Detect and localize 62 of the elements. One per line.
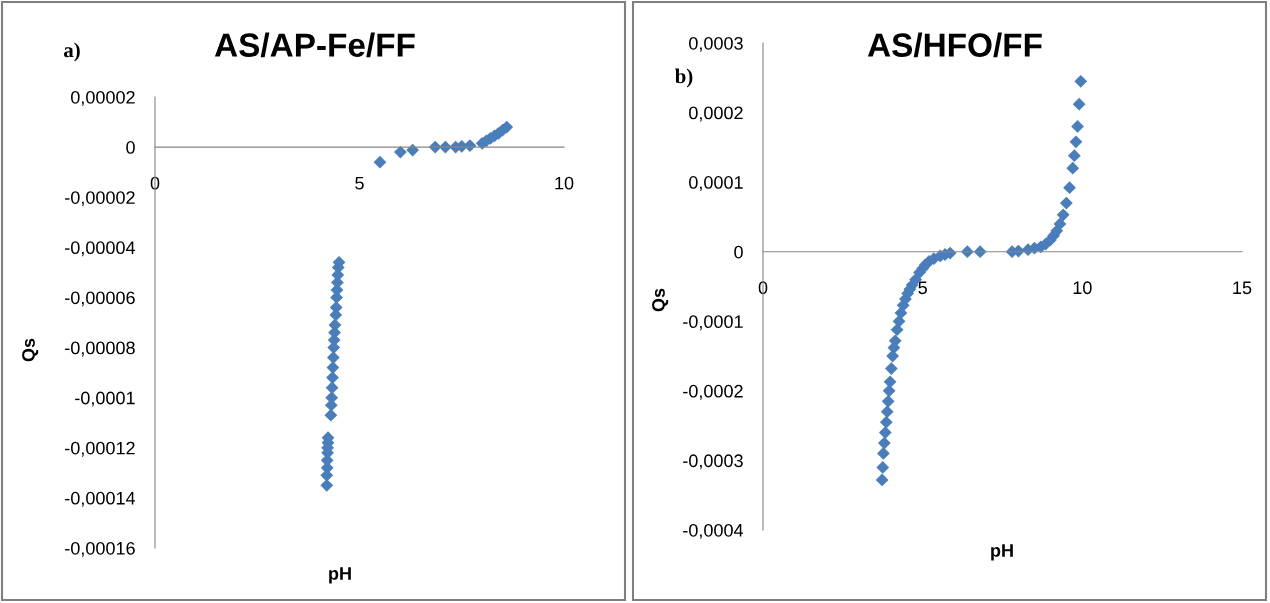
y-tick-label: -0,0004 — [683, 523, 744, 539]
y-tick-label: -0,0003 — [683, 454, 743, 470]
point — [1063, 181, 1076, 195]
point — [875, 473, 889, 487]
y-tick-label: -0,00004 — [65, 241, 136, 257]
y-axis-title: Qs — [22, 338, 39, 362]
point — [1074, 74, 1088, 88]
point — [880, 405, 894, 419]
point — [879, 415, 893, 429]
y-tick-label: -0,0002 — [683, 384, 743, 400]
x-axis-title: pH — [991, 544, 1013, 561]
point — [878, 426, 892, 439]
y-axis-title: Qs — [652, 288, 669, 312]
point — [373, 155, 387, 169]
point — [877, 436, 891, 450]
point — [884, 362, 898, 375]
point — [881, 394, 895, 408]
y-tick-label: -0,00002 — [65, 191, 135, 207]
y-tick-label: 0,00002 — [71, 90, 135, 106]
y-tick-label: 0,0001 — [689, 176, 743, 191]
y-tick-label: -0,00014 — [65, 491, 136, 507]
point — [394, 145, 407, 159]
chart-title: AS/AP-Fe/FF — [214, 32, 415, 58]
x-tick-label: 10 — [555, 176, 574, 190]
y-tick-label: -0,0001 — [683, 315, 743, 331]
y-tick-label: -0,0001 — [75, 391, 135, 407]
y-tick-label: 0,0003 — [689, 36, 743, 52]
y-tick-label: -0,00012 — [65, 441, 135, 457]
x-tick-label: 10 — [1073, 281, 1092, 295]
x-tick-label: 0 — [150, 176, 160, 190]
point — [325, 381, 339, 395]
y-tick-label: -0,00008 — [65, 341, 135, 357]
point — [1072, 97, 1086, 111]
point — [1066, 161, 1080, 175]
y-tick-label: -0,00016 — [65, 541, 135, 557]
point — [877, 447, 890, 460]
point — [329, 301, 343, 314]
point — [320, 478, 334, 492]
x-tick-label: 0 — [758, 281, 768, 295]
point — [883, 375, 897, 389]
y-tick-label: 0,0002 — [689, 106, 743, 122]
point — [326, 351, 340, 364]
x-tick-label: 5 — [355, 176, 364, 190]
point — [1067, 149, 1081, 163]
y-tick-label: -0,00006 — [65, 291, 135, 307]
point — [1069, 135, 1083, 149]
chart-title: AS/HFO/FF — [867, 32, 1042, 58]
point — [324, 408, 338, 422]
point — [1059, 196, 1073, 210]
point — [1053, 217, 1067, 231]
point — [876, 461, 890, 474]
x-tick-label: 15 — [1233, 281, 1252, 295]
y-tick-label: 0 — [734, 245, 743, 259]
point — [326, 361, 340, 374]
point — [326, 371, 339, 385]
point — [1071, 120, 1084, 133]
point — [1056, 208, 1070, 222]
text: b) — [675, 68, 693, 88]
x-axis-title: pH — [329, 567, 351, 584]
y-tick-label: 0 — [126, 141, 135, 154]
text: a) — [63, 42, 80, 62]
x-tick-label: 5 — [918, 281, 927, 295]
